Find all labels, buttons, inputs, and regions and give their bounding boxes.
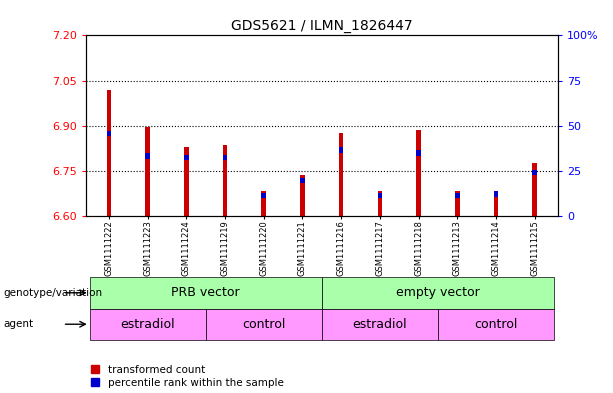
Bar	[322, 309, 438, 340]
Legend: transformed count, percentile rank within the sample: transformed count, percentile rank withi…	[91, 365, 284, 388]
Bar	[145, 127, 150, 216]
Bar	[300, 175, 305, 216]
Bar	[532, 163, 537, 216]
Text: estradiol: estradiol	[120, 318, 175, 331]
Bar	[455, 193, 460, 198]
Text: genotype/variation: genotype/variation	[3, 288, 102, 298]
Bar	[339, 147, 343, 153]
Bar	[455, 191, 460, 216]
Bar	[378, 193, 382, 198]
Text: control: control	[474, 318, 517, 331]
Text: estradiol: estradiol	[352, 318, 407, 331]
Bar	[493, 191, 498, 216]
Bar	[145, 154, 150, 159]
Bar	[107, 90, 112, 216]
Bar	[107, 131, 112, 136]
Text: control: control	[242, 318, 286, 331]
Bar	[184, 147, 189, 216]
Bar	[339, 133, 343, 216]
Text: empty vector: empty vector	[396, 286, 480, 299]
Bar	[378, 191, 382, 216]
Bar	[532, 170, 537, 175]
Bar	[493, 191, 498, 196]
Bar	[300, 178, 305, 183]
Title: GDS5621 / ILMN_1826447: GDS5621 / ILMN_1826447	[231, 19, 413, 33]
Bar	[322, 277, 554, 309]
Bar	[416, 151, 421, 156]
Bar	[262, 191, 266, 216]
Bar	[438, 309, 554, 340]
Bar	[206, 309, 322, 340]
Bar	[262, 193, 266, 198]
Bar	[416, 130, 421, 216]
Text: agent: agent	[3, 319, 33, 329]
Text: PRB vector: PRB vector	[172, 286, 240, 299]
Bar	[89, 309, 206, 340]
Bar	[184, 155, 189, 160]
Bar	[89, 277, 322, 309]
Bar	[223, 145, 227, 216]
Bar	[223, 155, 227, 160]
